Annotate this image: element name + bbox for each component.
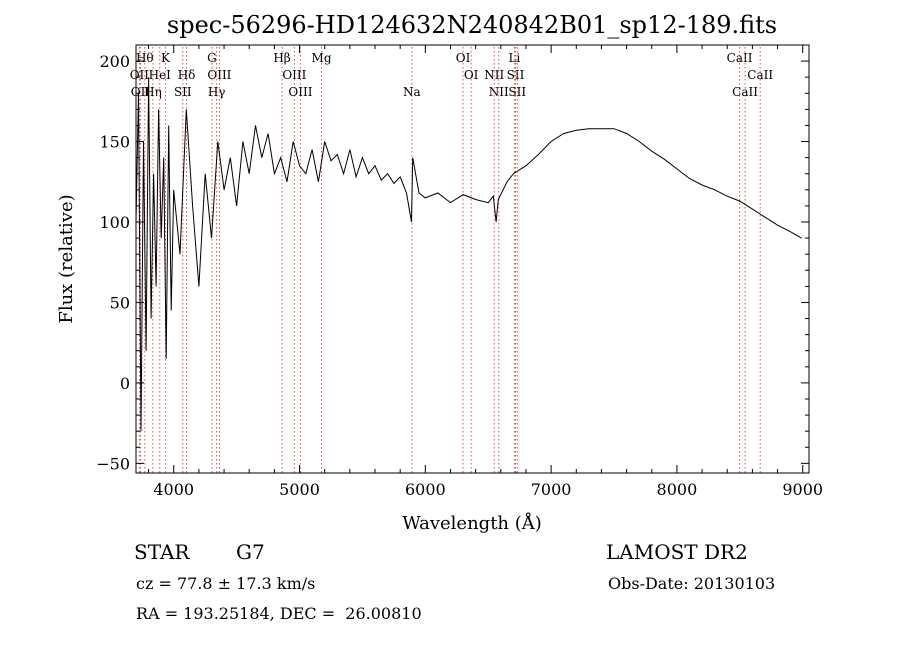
marker-label: NII xyxy=(484,68,504,82)
marker-label: OII xyxy=(130,68,150,82)
y-axis-ticks: −50 0 50 100 150 200 xyxy=(96,52,809,473)
marker-label: Li xyxy=(508,51,520,65)
x-axis-label: Wavelength (Å) xyxy=(402,512,542,534)
y-tick-label: 100 xyxy=(99,213,130,232)
marker-label: G xyxy=(207,51,217,65)
x-tick-label: 7000 xyxy=(531,480,572,499)
marker-label: Hγ xyxy=(208,85,226,99)
marker-label: Na xyxy=(403,85,421,99)
y-tick-label: 150 xyxy=(99,133,130,152)
coordinates: RA = 193.25184, DEC = 26.00810 xyxy=(136,604,422,623)
marker-label: CaII xyxy=(747,68,773,82)
spectrum-line xyxy=(135,77,802,432)
marker-label: SII xyxy=(508,85,526,99)
marker-label: OIII xyxy=(288,85,312,99)
marker-label: Hθ xyxy=(136,51,154,65)
marker-label: Hβ xyxy=(273,51,290,65)
marker-label: CaII xyxy=(727,51,753,65)
marker-label: OI xyxy=(456,51,471,65)
x-tick-label: 5000 xyxy=(279,480,320,499)
marker-label: HeI xyxy=(149,68,172,82)
y-tick-label: 0 xyxy=(120,374,130,393)
object-subclass: G7 xyxy=(236,540,265,564)
x-axis-ticks: 4000 5000 6000 7000 8000 9000 xyxy=(148,45,823,499)
marker-label: OI xyxy=(464,68,479,82)
x-tick-label: 6000 xyxy=(405,480,446,499)
plot-frame xyxy=(135,44,810,474)
y-axis-label: Flux (relative) xyxy=(56,194,77,323)
y-tick-label: 200 xyxy=(99,52,130,71)
marker-label: OIII xyxy=(207,68,231,82)
marker-label: NII xyxy=(489,85,509,99)
survey-name: LAMOST DR2 xyxy=(606,540,748,564)
y-tick-label: 50 xyxy=(110,293,130,312)
y-tick-label: −50 xyxy=(96,454,130,473)
x-tick-label: 8000 xyxy=(657,480,698,499)
marker-label: K xyxy=(161,51,171,65)
redshift-velocity: cz = 77.8 ± 17.3 km/s xyxy=(136,574,316,593)
spectral-line-markers: OIIOIIHθHηHeIKHδSIIGOIIIHγHβOIIIOIIIMgNa… xyxy=(130,47,773,473)
observation-date: Obs-Date: 20130103 xyxy=(608,574,776,593)
marker-label: CaII xyxy=(732,85,758,99)
marker-label: Mg xyxy=(312,51,332,65)
marker-label: Hδ xyxy=(178,68,196,82)
x-tick-label: 9000 xyxy=(782,480,823,499)
marker-label: SII xyxy=(507,68,525,82)
object-class: STAR xyxy=(134,540,190,564)
marker-label: SII xyxy=(174,85,192,99)
chart-title: spec-56296-HD124632N240842B01_sp12-189.f… xyxy=(167,11,777,39)
marker-label: OIII xyxy=(282,68,306,82)
x-tick-label: 4000 xyxy=(153,480,194,499)
marker-label: Hη xyxy=(144,85,162,99)
